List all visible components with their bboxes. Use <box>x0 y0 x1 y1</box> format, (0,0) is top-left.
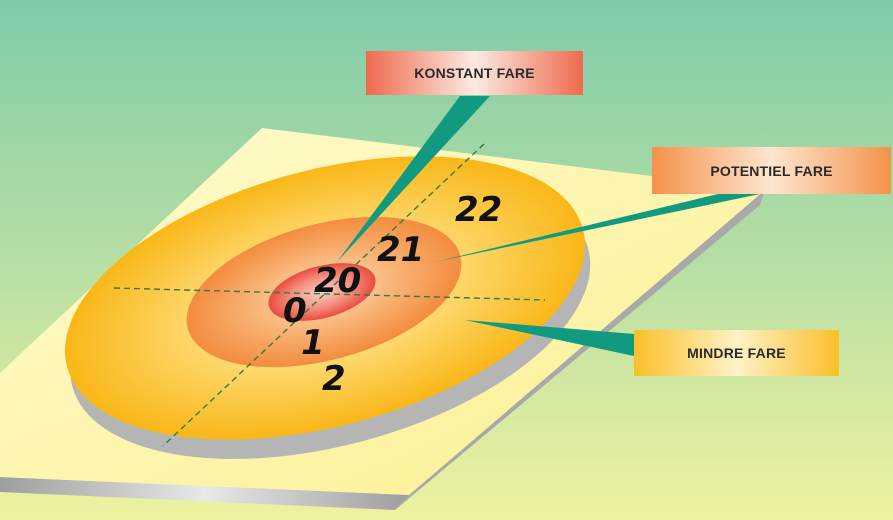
axis-horizontal <box>113 287 546 301</box>
zone-label-22: 22 <box>455 190 502 230</box>
plate-edge-right <box>395 190 765 510</box>
zone-label-2: 2 <box>322 359 346 399</box>
pointer-konstant <box>337 96 490 262</box>
label-mindre-fare: MINDRE FARE <box>634 330 839 376</box>
label-potentiel-fare: POTENTIEL FARE <box>652 147 891 194</box>
zone-label-0: 0 <box>283 291 307 331</box>
label-konstant-fare: KONSTANT FARE <box>366 51 583 95</box>
pointer-mindre <box>465 320 634 356</box>
zone-label-1: 1 <box>301 323 325 363</box>
zone-label-20: 20 <box>314 261 361 301</box>
axis-diagonal <box>162 143 485 447</box>
zone-core <box>268 263 376 321</box>
zone-label-21: 21 <box>377 230 424 270</box>
plate-edge-front <box>0 477 409 510</box>
pointer-potentiel <box>435 194 760 262</box>
